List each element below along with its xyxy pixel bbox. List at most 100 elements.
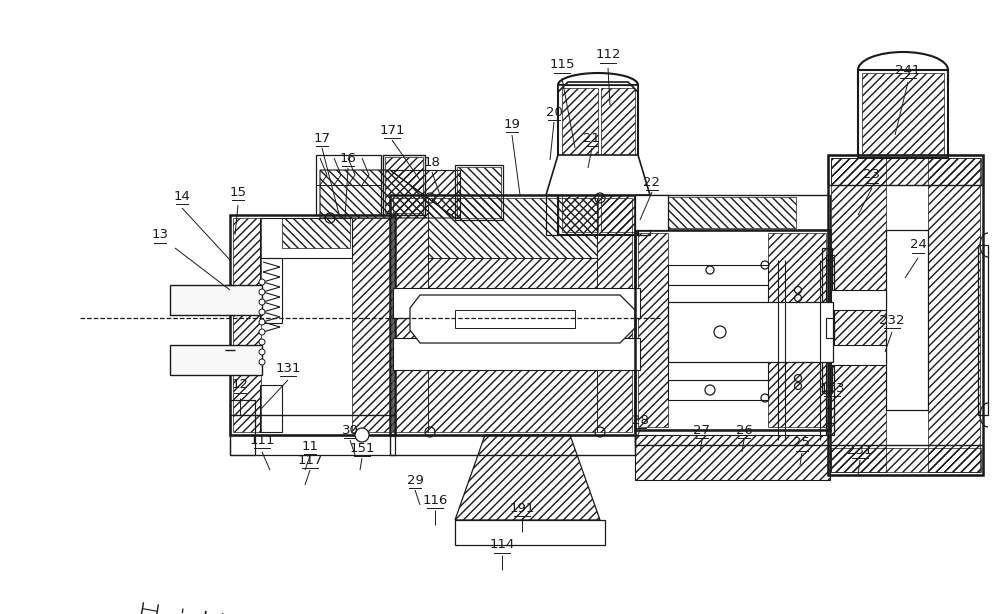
Text: 111: 111	[249, 433, 275, 446]
Text: 171: 171	[379, 123, 405, 136]
Text: 22: 22	[644, 176, 660, 188]
Bar	[668, 380, 768, 400]
Bar	[393, 288, 640, 318]
Bar	[233, 218, 261, 432]
Bar	[826, 318, 834, 338]
Text: 113: 113	[819, 381, 845, 395]
Bar	[668, 197, 796, 228]
Text: 231: 231	[847, 443, 873, 456]
Bar	[230, 435, 395, 455]
Bar	[428, 370, 597, 432]
Text: 25: 25	[794, 437, 810, 449]
Text: 30: 30	[342, 424, 358, 437]
Bar	[831, 345, 886, 365]
Bar	[352, 218, 392, 432]
Text: 26: 26	[736, 424, 752, 437]
Text: 115: 115	[549, 58, 575, 71]
Text: 16: 16	[340, 152, 356, 165]
Circle shape	[259, 339, 265, 345]
Bar	[886, 230, 928, 410]
Bar	[826, 260, 834, 435]
Text: 191: 191	[509, 502, 535, 515]
Bar	[558, 85, 638, 235]
Bar	[260, 218, 352, 258]
Bar	[858, 70, 948, 158]
Text: 23: 23	[864, 168, 881, 182]
Bar	[635, 230, 830, 430]
Bar	[393, 198, 428, 432]
Text: 17: 17	[314, 131, 330, 144]
Text: 131: 131	[275, 362, 301, 375]
Bar	[828, 155, 983, 185]
Bar	[230, 400, 255, 455]
Circle shape	[714, 326, 726, 338]
Bar	[635, 195, 830, 230]
Bar	[978, 245, 988, 415]
Polygon shape	[546, 155, 650, 195]
Bar	[546, 195, 558, 235]
Bar	[428, 258, 597, 288]
Bar	[457, 167, 501, 218]
Text: 117: 117	[297, 454, 323, 467]
Circle shape	[259, 359, 265, 365]
Text: 232: 232	[879, 314, 905, 327]
Bar	[831, 290, 886, 310]
Bar	[831, 448, 981, 472]
Bar	[558, 195, 638, 235]
Bar	[428, 198, 597, 258]
Bar	[635, 430, 830, 445]
Bar	[668, 285, 768, 380]
Bar	[601, 88, 635, 232]
Polygon shape	[635, 195, 668, 230]
Polygon shape	[410, 295, 635, 343]
Bar	[562, 88, 598, 232]
Bar	[828, 155, 983, 475]
Circle shape	[259, 279, 265, 285]
Bar	[768, 233, 826, 427]
Circle shape	[259, 309, 265, 315]
Circle shape	[259, 349, 265, 355]
Bar	[831, 158, 886, 472]
Text: 14: 14	[174, 190, 190, 203]
Bar	[675, 302, 761, 322]
Bar	[260, 258, 282, 323]
Bar	[826, 255, 834, 385]
Text: 21: 21	[584, 131, 600, 144]
Bar	[383, 155, 425, 215]
Text: 19: 19	[504, 117, 520, 131]
Text: 241: 241	[895, 63, 921, 77]
Bar	[597, 198, 632, 432]
Bar	[260, 385, 282, 432]
Text: 12: 12	[232, 378, 248, 392]
Bar	[638, 195, 650, 235]
Text: 114: 114	[489, 538, 515, 551]
Bar	[455, 165, 503, 220]
Text: 151: 151	[349, 441, 375, 454]
Bar	[282, 218, 350, 248]
Bar	[831, 158, 981, 185]
Bar	[828, 445, 983, 475]
Text: 28: 28	[632, 413, 648, 427]
Text: 24: 24	[910, 238, 926, 252]
Bar	[455, 310, 575, 328]
Text: 20: 20	[546, 106, 562, 119]
Bar	[637, 197, 666, 228]
Circle shape	[355, 428, 369, 442]
Bar	[668, 302, 833, 362]
Circle shape	[259, 299, 265, 305]
Text: 29: 29	[407, 473, 423, 486]
Circle shape	[259, 329, 265, 335]
Text: 11: 11	[302, 440, 318, 453]
Bar	[928, 158, 980, 472]
Bar	[230, 415, 395, 435]
Bar	[390, 435, 635, 455]
Bar	[826, 408, 834, 423]
Text: 112: 112	[595, 49, 621, 61]
Circle shape	[259, 289, 265, 295]
Bar	[862, 73, 944, 155]
Circle shape	[259, 319, 265, 325]
Bar	[316, 155, 381, 215]
Bar	[558, 155, 638, 195]
Bar	[393, 338, 640, 370]
Bar	[385, 157, 423, 213]
